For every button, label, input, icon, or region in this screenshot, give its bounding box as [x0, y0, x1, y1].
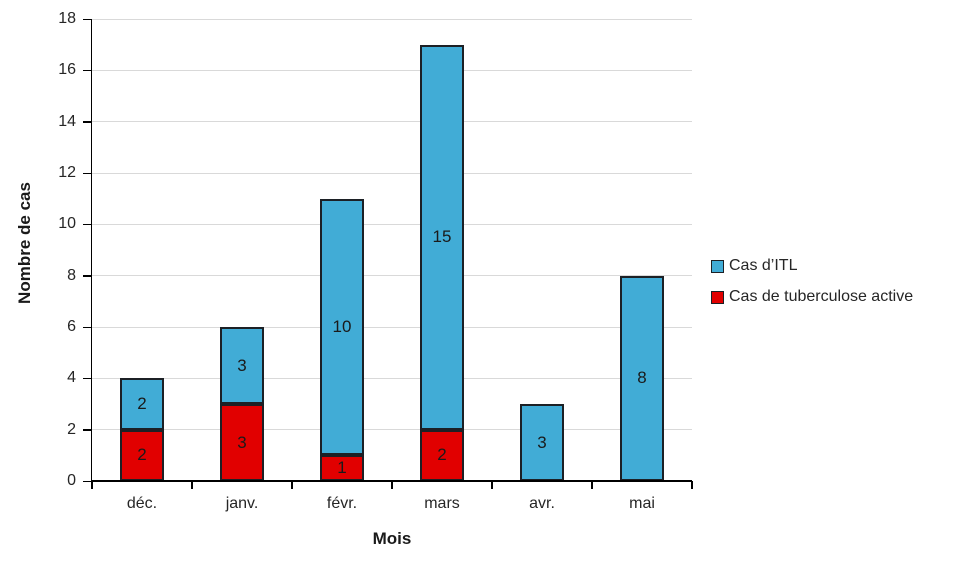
x-category-label: déc.	[126, 495, 158, 512]
bar-value-label: 3	[537, 432, 547, 452]
y-axis-tick	[83, 377, 92, 380]
y-axis-tick	[83, 480, 92, 482]
x-category-label: mai	[629, 495, 655, 512]
x-axis-tick	[291, 481, 293, 489]
x-axis-tick	[91, 481, 93, 489]
y-tick-label: 6	[67, 318, 76, 335]
bar-value-label: 1	[337, 458, 347, 478]
gridline	[92, 121, 692, 123]
y-axis-tick	[83, 275, 92, 277]
bar-segment-tuberculose: 2	[420, 429, 464, 481]
legend-label: Cas d’ITL	[729, 257, 798, 274]
x-axis-tick	[491, 481, 493, 489]
gridline	[92, 429, 692, 431]
y-axis-tick	[83, 69, 92, 72]
y-axis-tick	[83, 326, 92, 328]
gridline	[92, 18, 692, 20]
bar-segment-itl: 8	[620, 275, 664, 481]
legend: Cas d’ITL Cas de tuberculose active	[711, 256, 913, 318]
legend-item: Cas de tuberculose active	[711, 287, 913, 307]
legend-item: Cas d’ITL	[711, 256, 913, 276]
x-category-label: mars	[424, 495, 460, 512]
legend-swatch-icon	[711, 290, 724, 304]
bar-value-label: 15	[432, 227, 452, 247]
bar-segment-tuberculose: 2	[120, 429, 164, 481]
y-tick-label: 12	[58, 164, 76, 181]
x-axis-line	[90, 480, 692, 482]
bar-segment-itl: 15	[420, 44, 464, 430]
gridline	[92, 172, 692, 174]
y-axis-tick	[83, 18, 92, 20]
y-tick-label: 18	[58, 10, 76, 27]
y-axis-line	[90, 19, 92, 482]
bar-value-label: 3	[237, 432, 247, 452]
bar-value-label: 8	[637, 368, 647, 388]
y-axis-tick	[83, 429, 92, 431]
x-axis-tick	[591, 481, 593, 489]
plot-area: 0 2 4 6 8 10 12 14 16 18 2 2 déc. 3 3 janv. 1 10 févr. 2 15 m…	[58, 10, 693, 512]
y-tick-label: 14	[58, 112, 76, 130]
y-axis-tick	[83, 121, 92, 123]
legend-label: Cas de tuberculose active	[729, 288, 914, 305]
y-tick-label: 16	[58, 61, 76, 79]
bar-value-label: 3	[237, 355, 247, 375]
bar-segment-tuberculose: 3	[220, 404, 264, 481]
gridline	[92, 377, 692, 379]
legend-swatch-icon	[711, 259, 724, 273]
bar-segment-tuberculose: 1	[320, 455, 364, 481]
x-axis-title: Mois	[372, 529, 412, 548]
bar-value-label: 10	[332, 317, 352, 337]
bar-value-label: 2	[437, 445, 447, 465]
bar-segment-itl: 2	[120, 378, 164, 430]
bar-segment-itl: 10	[320, 198, 364, 456]
x-category-label: janv.	[225, 495, 259, 512]
y-tick-label: 8	[67, 266, 76, 284]
y-tick-label: 0	[67, 472, 76, 489]
y-axis-tick	[83, 172, 92, 174]
bar-segment-itl: 3	[520, 404, 564, 481]
y-tick-label: 4	[67, 369, 76, 387]
y-tick-label: 10	[58, 215, 76, 233]
gridline	[92, 275, 692, 277]
x-axis-tick	[191, 481, 193, 489]
x-axis-tick	[391, 481, 393, 489]
x-axis-tick	[691, 481, 693, 489]
y-tick-label: 2	[67, 420, 76, 438]
bar-value-label: 2	[137, 445, 147, 465]
y-axis-tick	[83, 223, 92, 226]
bar-segment-itl: 3	[220, 327, 264, 404]
gridline	[92, 326, 692, 328]
bar-value-label: 2	[137, 394, 147, 413]
gridline	[92, 69, 692, 71]
y-axis-title: Nombre de cas	[15, 182, 34, 304]
gridline	[92, 223, 692, 225]
x-category-label: févr.	[326, 495, 358, 512]
x-category-label: avr.	[529, 495, 555, 512]
